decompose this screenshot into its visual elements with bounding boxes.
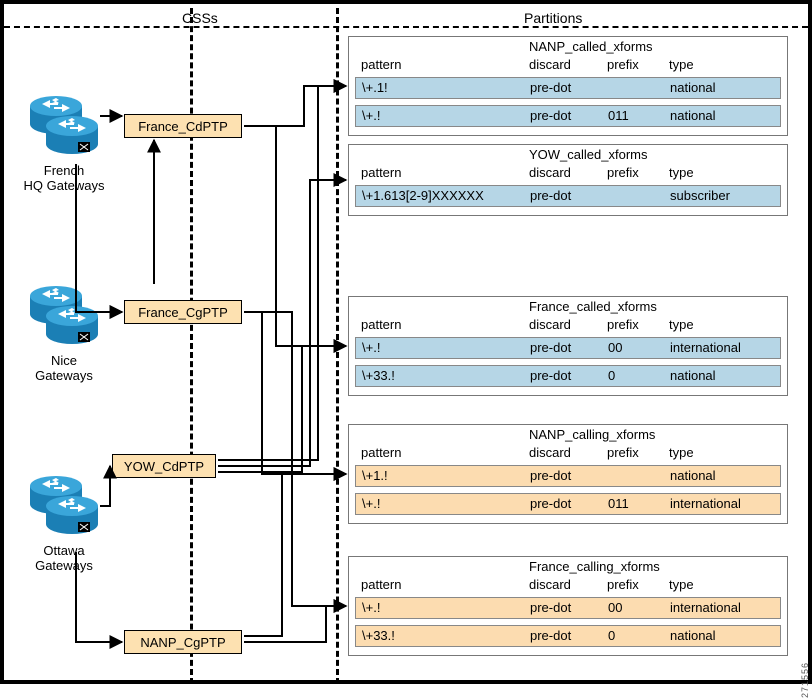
nice-gateways-icon [24, 284, 104, 364]
cell-prefix: 0 [608, 368, 615, 383]
col-discard: discard [529, 445, 571, 460]
table-row: \+.1! pre-dot national [355, 77, 781, 99]
col-type: type [669, 165, 694, 180]
css-nanp-cgptp: NANP_CgPTP [124, 630, 242, 654]
table-row: \+33.! pre-dot 0 national [355, 625, 781, 647]
cell-type: national [670, 628, 716, 643]
cell-discard: pre-dot [530, 80, 571, 95]
cell-type: national [670, 80, 716, 95]
table-row: \+.! pre-dot 00 international [355, 337, 781, 359]
css-divider [190, 8, 193, 684]
cell-type: international [670, 600, 741, 615]
cell-prefix: 011 [608, 496, 629, 511]
col-discard: discard [529, 577, 571, 592]
col-type: type [669, 577, 694, 592]
partition-title: NANP_called_xforms [529, 39, 653, 54]
ottawa-gateways-icon [24, 474, 104, 554]
partition-title: YOW_called_xforms [529, 147, 647, 162]
table-row: \+.! pre-dot 011 national [355, 105, 781, 127]
cell-discard: pre-dot [530, 188, 571, 203]
col-pattern: pattern [361, 317, 401, 332]
cell-type: international [670, 340, 741, 355]
diagram-canvas: CSSs Partitions French HQ Gateways Nice … [0, 0, 812, 684]
partition-nanp-called-xforms: NANP_called_xformspattern discard prefix ty… [348, 36, 788, 136]
col-discard: discard [529, 57, 571, 72]
cell-discard: pre-dot [530, 340, 571, 355]
header-csss: CSSs [182, 10, 218, 26]
image-id: 271556 [800, 662, 810, 698]
col-pattern: pattern [361, 577, 401, 592]
css-france-cgptp: France_CgPTP [124, 300, 242, 324]
cell-type: subscriber [670, 188, 730, 203]
col-discard: discard [529, 317, 571, 332]
col-discard: discard [529, 165, 571, 180]
cell-pattern: \+.! [362, 340, 380, 355]
table-row: \+.! pre-dot 011 international [355, 493, 781, 515]
col-pattern: pattern [361, 165, 401, 180]
cell-pattern: \+.1! [362, 80, 388, 95]
cell-pattern: \+.! [362, 600, 380, 615]
partition-title: France_calling_xforms [529, 559, 660, 574]
col-prefix: prefix [607, 317, 639, 332]
col-prefix: prefix [607, 445, 639, 460]
cell-type: international [670, 496, 741, 511]
cell-pattern: \+.! [362, 108, 380, 123]
col-type: type [669, 445, 694, 460]
partition-nanp-calling-xforms: NANP_calling_xformspattern discard prefix t… [348, 424, 788, 524]
partition-france-calling-xforms: France_calling_xformspattern discard prefi… [348, 556, 788, 656]
header-separator [4, 26, 808, 28]
cell-prefix: 0 [608, 628, 615, 643]
cell-discard: pre-dot [530, 108, 571, 123]
partition-divider [336, 8, 339, 684]
cell-discard: pre-dot [530, 628, 571, 643]
cell-discard: pre-dot [530, 368, 571, 383]
cell-prefix: 011 [608, 108, 629, 123]
col-prefix: prefix [607, 57, 639, 72]
table-row: \+1.613[2-9]XXXXXX pre-dot subscriber [355, 185, 781, 207]
css-yow-cdptp: YOW_CdPTP [112, 454, 216, 478]
col-type: type [669, 57, 694, 72]
ottawa-gateways-label: Ottawa Gateways [14, 544, 114, 574]
cell-discard: pre-dot [530, 496, 571, 511]
table-row: \+33.! pre-dot 0 national [355, 365, 781, 387]
cell-prefix: 00 [608, 600, 622, 615]
cell-pattern: \+33.! [362, 368, 395, 383]
cell-pattern: \+33.! [362, 628, 395, 643]
partition-title: NANP_calling_xforms [529, 427, 655, 442]
cell-discard: pre-dot [530, 600, 571, 615]
cell-prefix: 00 [608, 340, 622, 355]
french-hq-gateways-label: French HQ Gateways [14, 164, 114, 194]
nice-gateways-label: Nice Gateways [14, 354, 114, 384]
cell-pattern: \+1.613[2-9]XXXXXX [362, 188, 484, 203]
table-row: \+1.! pre-dot national [355, 465, 781, 487]
cell-pattern: \+.! [362, 496, 380, 511]
col-pattern: pattern [361, 57, 401, 72]
cell-type: national [670, 108, 716, 123]
col-prefix: prefix [607, 165, 639, 180]
french-hq-gateways-icon [24, 94, 104, 174]
col-pattern: pattern [361, 445, 401, 460]
col-type: type [669, 317, 694, 332]
cell-type: national [670, 468, 716, 483]
partition-yow-called-xforms: YOW_called_xformspattern discard prefix typ… [348, 144, 788, 216]
col-prefix: prefix [607, 577, 639, 592]
cell-type: national [670, 368, 716, 383]
css-france-cdptp: France_CdPTP [124, 114, 242, 138]
partition-title: France_called_xforms [529, 299, 657, 314]
header-partitions: Partitions [524, 10, 582, 26]
partition-france-called-xforms: France_called_xformspattern discard prefix… [348, 296, 788, 396]
table-row: \+.! pre-dot 00 international [355, 597, 781, 619]
cell-pattern: \+1.! [362, 468, 388, 483]
cell-discard: pre-dot [530, 468, 571, 483]
